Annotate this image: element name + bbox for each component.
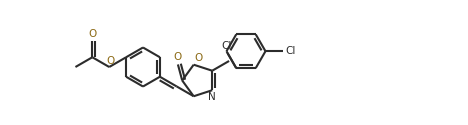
Text: O: O — [106, 56, 114, 66]
Text: Cl: Cl — [221, 41, 232, 51]
Text: N: N — [208, 92, 216, 102]
Text: O: O — [174, 52, 182, 62]
Text: O: O — [88, 29, 96, 39]
Text: O: O — [195, 53, 203, 63]
Text: Cl: Cl — [285, 46, 295, 56]
